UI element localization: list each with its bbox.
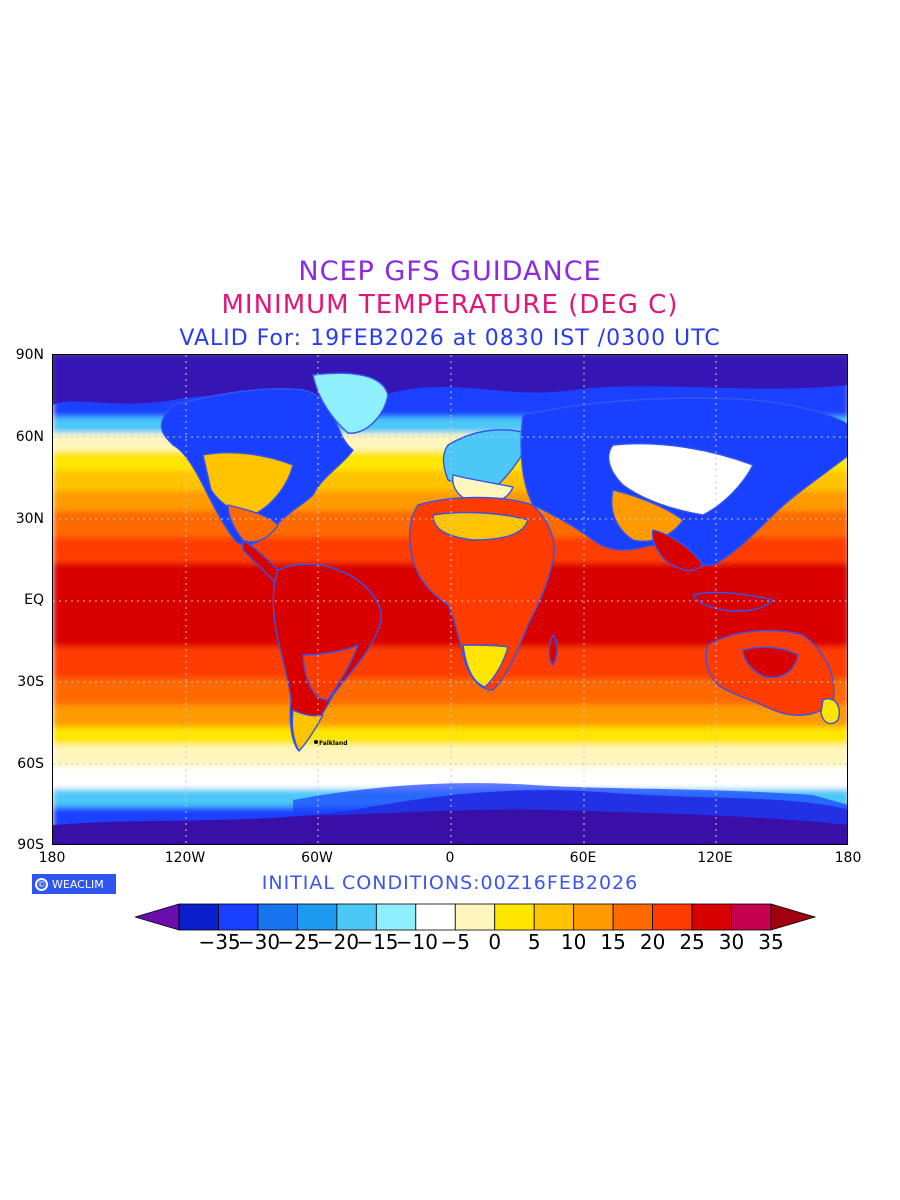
legend-swatch — [612, 903, 653, 931]
place-label-falkland: Falkland — [319, 740, 348, 747]
legend-swatch — [218, 903, 259, 931]
legend-swatch — [573, 903, 614, 931]
legend-swatch — [454, 903, 496, 931]
legend-label: 35 — [758, 930, 784, 954]
legend-label: −35 — [198, 930, 241, 954]
legend-label: 25 — [679, 930, 705, 954]
logo-text: WEACLIM — [52, 877, 104, 891]
legend-label: −15 — [356, 930, 399, 954]
legend-swatch — [494, 903, 535, 931]
continents — [160, 372, 847, 752]
lat-tick-60s: 60S — [17, 756, 44, 772]
legend-swatch-below — [135, 903, 180, 931]
lat-tick-30s: 30S — [17, 674, 44, 690]
temperature-map: Falkland — [52, 354, 848, 845]
lon-tick-0: 0 — [445, 850, 455, 866]
legend-swatch — [375, 903, 417, 931]
initial-conditions: INITIAL CONDITIONS:00Z16FEB2026 — [261, 872, 639, 894]
legend-label: −25 — [277, 930, 320, 954]
lon-tick-60e: 60E — [569, 850, 597, 866]
legend-label: 30 — [718, 930, 745, 954]
lat-tick-30n: 30N — [15, 511, 44, 527]
legend-swatch — [731, 903, 772, 931]
lon-tick-180e: 180 — [834, 850, 862, 866]
legend-swatch — [415, 903, 456, 931]
lon-tick-60w: 60W — [301, 850, 333, 866]
legend-label: 20 — [639, 930, 666, 954]
graticule — [53, 355, 847, 844]
lon-tick-180w: 180 — [38, 850, 66, 866]
lon-tick-120w: 120W — [164, 850, 206, 866]
legend-label: −5 — [440, 930, 470, 954]
legend-label: 15 — [600, 930, 626, 954]
copyright-circle-icon: © — [35, 877, 48, 891]
legend-label: 10 — [560, 930, 587, 954]
legend-label: −30 — [237, 930, 281, 954]
legend-swatch-above — [770, 903, 817, 931]
map-title: NCEP GFS GUIDANCE — [298, 256, 602, 287]
legend-swatch — [257, 903, 298, 931]
lat-tick-eq: EQ — [24, 592, 44, 608]
legend-label: −10 — [395, 930, 439, 954]
legend-swatch — [652, 903, 693, 931]
lat-tick-60n: 60N — [15, 429, 44, 445]
lat-tick-90n: 90N — [15, 347, 44, 363]
legend-label: 0 — [488, 930, 502, 954]
lon-tick-120e: 120E — [697, 850, 733, 866]
map-subtitle: MINIMUM TEMPERATURE (DEG C) — [221, 290, 679, 320]
weaclim-logo: © WEACLIM — [32, 874, 116, 894]
legend-swatch — [296, 903, 338, 931]
legend-swatch — [691, 903, 732, 931]
map-canvas: Falkland — [53, 355, 847, 844]
legend-swatch — [178, 903, 219, 931]
lat-tick-90s: 90S — [17, 837, 44, 853]
legend-label: −20 — [316, 930, 360, 954]
legend-label: 5 — [527, 930, 541, 954]
legend-swatch — [533, 903, 575, 931]
valid-time: VALID For: 19FEB2026 at 0830 IST /0300 U… — [179, 326, 721, 351]
color-legend-bar — [135, 903, 817, 931]
legend-swatch — [336, 903, 377, 931]
